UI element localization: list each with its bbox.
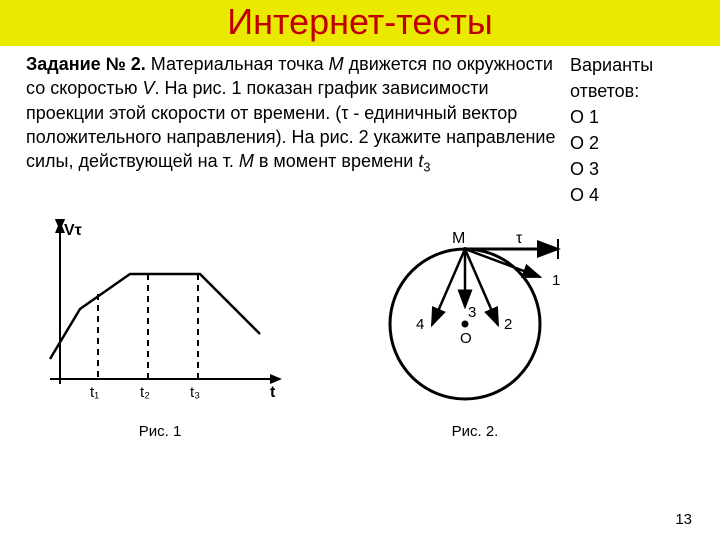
answer-option[interactable]: O 2 xyxy=(570,130,706,156)
tick-t2: t₂ xyxy=(140,384,150,401)
task-text: Задание № 2. Материальная точка M движет… xyxy=(26,52,566,209)
x-axis-label: t xyxy=(270,384,276,401)
figure-2-caption: Рис. 2. xyxy=(452,423,499,440)
page-title: Интернет-тесты xyxy=(0,1,720,43)
figure-1: Vτ t t₁ t₂ t₃ Рис. 1 xyxy=(30,219,290,440)
label-M: M xyxy=(452,230,465,247)
figures-row: Vτ t t₁ t₂ t₃ Рис. 1 xyxy=(0,209,720,440)
label-O: O xyxy=(460,330,472,347)
label-tau: τ xyxy=(516,230,523,247)
answer-option[interactable]: O 4 xyxy=(570,182,706,208)
task-label: Задание № 2. xyxy=(26,54,146,74)
label-1: 1 xyxy=(552,272,560,289)
figure-1-caption: Рис. 1 xyxy=(139,423,182,440)
answers-header: Варианты ответов: xyxy=(570,52,706,104)
answer-option[interactable]: O 1 xyxy=(570,104,706,130)
tick-t3: t₃ xyxy=(190,384,200,401)
answer-option[interactable]: O 3 xyxy=(570,156,706,182)
graph-vt: Vτ t t₁ t₂ t₃ xyxy=(30,219,290,419)
label-2: 2 xyxy=(504,316,512,333)
content-row: Задание № 2. Материальная точка M движет… xyxy=(0,46,720,209)
tick-t1: t₁ xyxy=(90,384,99,401)
page-number: 13 xyxy=(675,511,692,528)
label-3: 3 xyxy=(468,304,476,321)
figure-2: M τ O 1 2 3 4 Рис. 2. xyxy=(360,229,590,440)
circle-diagram: M τ O 1 2 3 4 xyxy=(360,229,590,419)
header-banner: Интернет-тесты xyxy=(0,0,720,46)
label-4: 4 xyxy=(416,316,424,333)
y-axis-label: Vτ xyxy=(64,222,82,239)
answers-block: Варианты ответов: O 1 O 2 O 3 O 4 xyxy=(566,52,706,209)
